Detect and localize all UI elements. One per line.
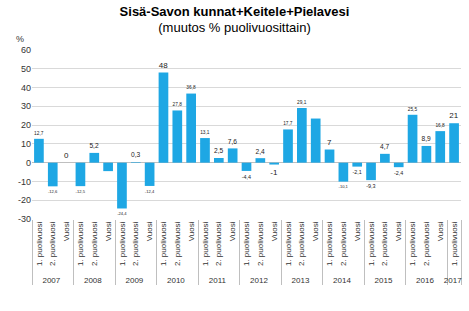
svg-text:0: 0 (26, 158, 31, 168)
svg-text:2. puolivuosi: 2. puolivuosi (131, 221, 140, 266)
svg-text:-2,4: -2,4 (394, 170, 403, 176)
svg-text:2014: 2014 (333, 276, 351, 285)
svg-text:2. puolivuosi: 2. puolivuosi (173, 221, 182, 266)
svg-text:2012: 2012 (250, 276, 268, 285)
svg-text:-10: -10 (18, 177, 31, 187)
svg-text:2. puolivuosi: 2. puolivuosi (256, 221, 265, 266)
svg-text:2010: 2010 (167, 276, 185, 285)
svg-text:Vuosi: Vuosi (62, 221, 71, 241)
svg-text:1. puolivuosi: 1. puolivuosi (242, 221, 251, 266)
svg-text:48: 48 (159, 61, 168, 70)
svg-text:1. puolivuosi: 1. puolivuosi (284, 221, 293, 266)
svg-text:2011: 2011 (209, 276, 227, 285)
svg-text:Vuosi: Vuosi (145, 221, 154, 241)
svg-text:2,5: 2,5 (214, 147, 224, 154)
svg-text:1. puolivuosi: 1. puolivuosi (408, 221, 417, 266)
svg-text:10: 10 (21, 139, 31, 149)
svg-text:-2,1: -2,1 (352, 169, 361, 175)
svg-text:0: 0 (64, 151, 69, 160)
svg-text:2. puolivuosi: 2. puolivuosi (380, 221, 389, 266)
svg-text:Vuosi: Vuosi (228, 221, 237, 241)
svg-text:2. puolivuosi: 2. puolivuosi (339, 221, 348, 266)
svg-text:0,3: 0,3 (131, 151, 141, 158)
svg-text:1. puolivuosi: 1. puolivuosi (118, 221, 127, 266)
svg-text:60: 60 (21, 45, 31, 55)
svg-text:-24,4: -24,4 (117, 211, 127, 216)
svg-text:8,9: 8,9 (422, 135, 432, 142)
svg-text:Sisä-Savon kunnat+Keitele+Piel: Sisä-Savon kunnat+Keitele+Pielavesi(muut… (120, 4, 350, 36)
svg-text:Vuosi: Vuosi (311, 221, 320, 241)
svg-text:50: 50 (21, 64, 31, 74)
svg-text:25,5: 25,5 (408, 107, 418, 112)
svg-text:-4,4: -4,4 (242, 174, 251, 180)
svg-text:Vuosi: Vuosi (187, 221, 196, 241)
svg-text:2. puolivuosi: 2. puolivuosi (214, 221, 223, 266)
svg-text:40: 40 (21, 83, 31, 93)
svg-text:1. puolivuosi: 1. puolivuosi (367, 221, 376, 266)
svg-text:2. puolivuosi: 2. puolivuosi (48, 221, 57, 266)
svg-text:-20: -20 (18, 195, 31, 205)
svg-text:1. puolivuosi: 1. puolivuosi (201, 221, 210, 266)
svg-text:2015: 2015 (375, 276, 393, 285)
svg-text:30: 30 (21, 101, 31, 111)
svg-text:-12,6: -12,6 (48, 189, 58, 194)
svg-text:2. puolivuosi: 2. puolivuosi (90, 221, 99, 266)
svg-text:16,8: 16,8 (435, 123, 445, 128)
svg-text:2008: 2008 (84, 276, 102, 285)
svg-text:2007: 2007 (42, 276, 60, 285)
svg-text:1. puolivuosi: 1. puolivuosi (76, 221, 85, 266)
svg-text:Vuosi: Vuosi (394, 221, 403, 241)
svg-text:-12,5: -12,5 (76, 189, 86, 194)
svg-text:2,4: 2,4 (256, 148, 266, 155)
svg-text:1. puolivuosi: 1. puolivuosi (35, 221, 44, 266)
svg-text:-9,3: -9,3 (366, 183, 375, 189)
svg-text:2009: 2009 (125, 276, 143, 285)
svg-text:-30: -30 (18, 214, 31, 224)
svg-text:36,8: 36,8 (186, 85, 196, 90)
svg-text:-10,1: -10,1 (339, 184, 349, 189)
svg-text:12,7: 12,7 (34, 131, 44, 136)
svg-text:1. puolivuosi: 1. puolivuosi (325, 221, 334, 266)
svg-text:2. puolivuosi: 2. puolivuosi (422, 221, 431, 266)
svg-text:29,1: 29,1 (297, 100, 307, 105)
svg-text:-12,4: -12,4 (145, 189, 155, 194)
svg-text:2013: 2013 (292, 276, 310, 285)
svg-text:7,6: 7,6 (228, 138, 238, 145)
svg-text:1. puolivuosi: 1. puolivuosi (450, 221, 459, 266)
svg-text:Vuosi: Vuosi (353, 221, 362, 241)
svg-text:20: 20 (21, 120, 31, 130)
svg-text:5,2: 5,2 (89, 142, 99, 149)
svg-text:Vuosi: Vuosi (270, 221, 279, 241)
svg-text:Vuosi: Vuosi (436, 221, 445, 241)
svg-text:2017: 2017 (444, 276, 462, 285)
svg-text:27,8: 27,8 (172, 102, 182, 107)
svg-text:%: % (16, 34, 24, 44)
svg-text:4,7: 4,7 (380, 143, 390, 150)
svg-text:17,7: 17,7 (283, 121, 293, 126)
svg-text:7: 7 (327, 138, 332, 147)
svg-text:21: 21 (449, 111, 458, 120)
svg-text:13,1: 13,1 (200, 130, 210, 135)
svg-text:2016: 2016 (416, 276, 434, 285)
svg-text:1. puolivuosi: 1. puolivuosi (159, 221, 168, 266)
svg-text:-1: -1 (270, 168, 278, 177)
svg-text:Vuosi: Vuosi (104, 221, 113, 241)
svg-text:2. puolivuosi: 2. puolivuosi (297, 221, 306, 266)
